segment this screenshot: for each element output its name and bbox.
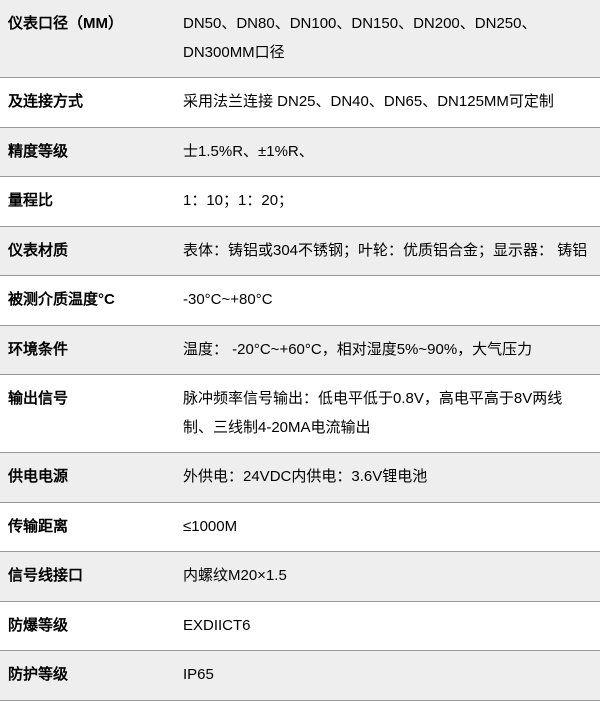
spec-label: 传输距离	[0, 502, 175, 552]
table-row: 环境条件 温度： -20°C~+60°C，相对湿度5%~90%，大气压力	[0, 325, 600, 375]
spec-label: 信号线接口	[0, 552, 175, 602]
spec-value: 采用法兰连接 DN25、DN40、DN65、DN125MM可定制	[175, 78, 600, 128]
table-row: 防护等级 IP65	[0, 651, 600, 701]
spec-label: 仪表材质	[0, 226, 175, 276]
table-row: 精度等级 士1.5%R、±1%R、	[0, 127, 600, 177]
spec-label: 供电电源	[0, 453, 175, 503]
spec-label: 及连接方式	[0, 78, 175, 128]
spec-label: 精度等级	[0, 127, 175, 177]
spec-value: 1：10；1：20；	[175, 177, 600, 227]
spec-value: 温度： -20°C~+60°C，相对湿度5%~90%，大气压力	[175, 325, 600, 375]
spec-table: 仪表口径（MM） DN50、DN80、DN100、DN150、DN200、DN2…	[0, 0, 600, 701]
spec-value: ≤1000M	[175, 502, 600, 552]
spec-label: 仪表口径（MM）	[0, 0, 175, 78]
spec-value: EXDIICT6	[175, 601, 600, 651]
table-row: 防爆等级 EXDIICT6	[0, 601, 600, 651]
table-row: 仪表材质 表体：铸铝或304不锈钢；叶轮：优质铝合金；显示器： 铸铝	[0, 226, 600, 276]
table-row: 供电电源 外供电：24VDC内供电：3.6V锂电池	[0, 453, 600, 503]
spec-value: 脉冲频率信号输出：低电平低于0.8V，高电平高于8V两线制、三线制4-20MA电…	[175, 375, 600, 453]
spec-label: 量程比	[0, 177, 175, 227]
spec-label: 环境条件	[0, 325, 175, 375]
spec-value: 表体：铸铝或304不锈钢；叶轮：优质铝合金；显示器： 铸铝	[175, 226, 600, 276]
spec-value: 内螺纹M20×1.5	[175, 552, 600, 602]
table-row: 被测介质温度°C -30°C~+80°C	[0, 276, 600, 326]
table-row: 输出信号 脉冲频率信号输出：低电平低于0.8V，高电平高于8V两线制、三线制4-…	[0, 375, 600, 453]
spec-value: 士1.5%R、±1%R、	[175, 127, 600, 177]
spec-table-body: 仪表口径（MM） DN50、DN80、DN100、DN150、DN200、DN2…	[0, 0, 600, 700]
spec-label: 防护等级	[0, 651, 175, 701]
table-row: 传输距离 ≤1000M	[0, 502, 600, 552]
spec-label: 防爆等级	[0, 601, 175, 651]
table-row: 仪表口径（MM） DN50、DN80、DN100、DN150、DN200、DN2…	[0, 0, 600, 78]
table-row: 信号线接口 内螺纹M20×1.5	[0, 552, 600, 602]
table-row: 及连接方式 采用法兰连接 DN25、DN40、DN65、DN125MM可定制	[0, 78, 600, 128]
spec-label: 输出信号	[0, 375, 175, 453]
table-row: 量程比 1：10；1：20；	[0, 177, 600, 227]
spec-value: IP65	[175, 651, 600, 701]
spec-label: 被测介质温度°C	[0, 276, 175, 326]
spec-value: 外供电：24VDC内供电：3.6V锂电池	[175, 453, 600, 503]
spec-value: DN50、DN80、DN100、DN150、DN200、DN250、DN300M…	[175, 0, 600, 78]
spec-value: -30°C~+80°C	[175, 276, 600, 326]
